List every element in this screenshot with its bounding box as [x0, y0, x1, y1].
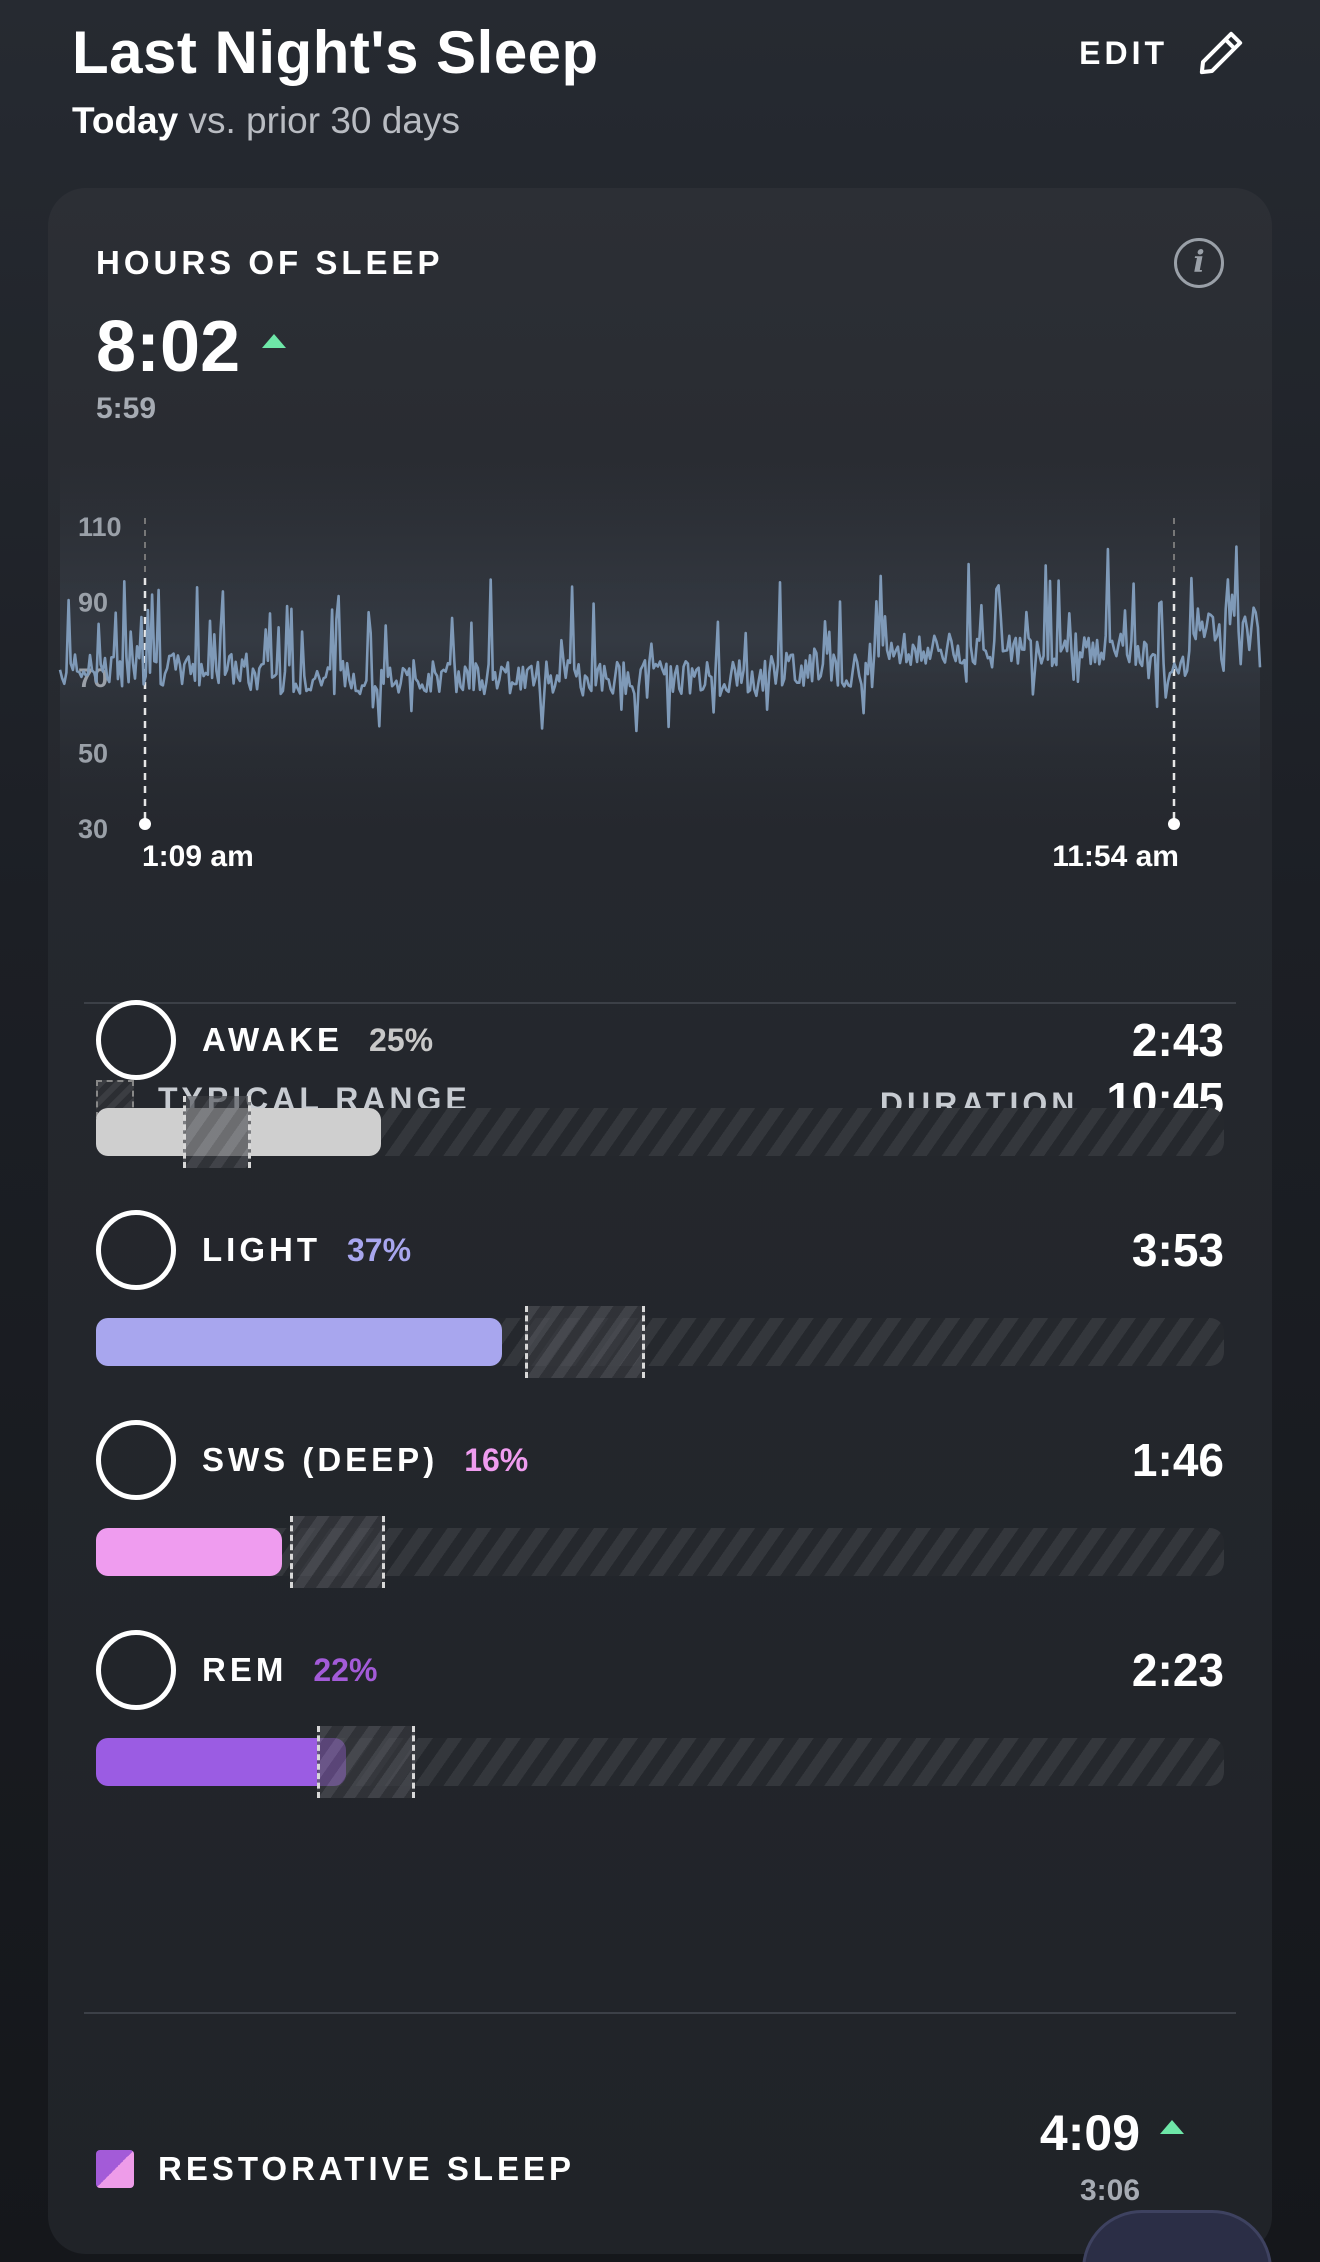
stage-name: LIGHT: [202, 1231, 321, 1268]
stage-name: AWAKE: [202, 1021, 344, 1058]
sleep-start-label: 1:09 am: [142, 840, 254, 873]
stage-bar-fill: [96, 1738, 347, 1786]
sleep-start-dot: [139, 818, 151, 830]
sleep-stage-light: LIGHT 37% 3:53: [96, 1210, 1224, 1380]
typical-range-marker: [290, 1516, 385, 1588]
trend-up-icon: [262, 334, 287, 348]
stage-bar-track: [96, 1726, 1224, 1798]
stage-bar-fill: [96, 1528, 283, 1576]
stage-time: 3:53: [1131, 1224, 1224, 1276]
sleep-stage-rem: REM 22% 2:23: [96, 1630, 1224, 1800]
typical-range-marker: [524, 1306, 646, 1378]
stage-percent: 37%: [346, 1231, 412, 1268]
stage-time: 1:46: [1131, 1434, 1224, 1486]
y-tick-label: 90: [78, 588, 108, 618]
page-title: Last Night's Sleep: [72, 19, 599, 86]
stage-header: AWAKE 25% 2:43: [96, 1000, 1224, 1080]
sleep-card: HOURS OF SLEEP i 8:02 5:59 110 90 70 50 30 1…: [48, 188, 1272, 2254]
y-tick-label: 110: [78, 512, 122, 542]
stage-bar-track: [96, 1096, 1224, 1168]
sleep-hours-prior: 5:59: [96, 392, 157, 425]
restorative-label: RESTORATIVE SLEEP: [158, 2150, 576, 2187]
sleep-stage-sws-deep: SWS (DEEP) 16% 1:46: [96, 1420, 1224, 1590]
restorative-swatch: [96, 2150, 134, 2188]
stage-name: SWS (DEEP): [202, 1441, 439, 1478]
divider: [84, 2012, 1236, 2014]
restorative-value-row: 4:09: [1040, 2104, 1184, 2162]
sleep-end-dot: [1168, 818, 1180, 830]
sleep-hours: 8:02: [96, 306, 287, 388]
stage-bar-fill: [96, 1318, 503, 1366]
stage-ring-icon: [96, 1420, 176, 1500]
edit-button[interactable]: EDIT: [1079, 26, 1248, 80]
stage-time: 2:23: [1131, 1644, 1224, 1696]
typical-range-marker: [182, 1096, 251, 1168]
restorative-prior: 3:06: [1079, 2174, 1140, 2207]
stage-time: 2:43: [1131, 1014, 1224, 1066]
card-title: HOURS OF SLEEP: [96, 244, 444, 281]
trend-up-icon: [1160, 2120, 1184, 2134]
stage-bar-track: [96, 1516, 1224, 1588]
heart-rate-series: [58, 545, 1262, 733]
chart-background: [60, 458, 1260, 858]
stage-header: SWS (DEEP) 16% 1:46: [96, 1420, 1224, 1500]
subtitle-today: Today: [72, 100, 179, 141]
stage-header: LIGHT 37% 3:53: [96, 1210, 1224, 1290]
info-icon[interactable]: i: [1174, 238, 1224, 288]
typical-range-marker: [317, 1726, 416, 1798]
stage-header: REM 22% 2:23: [96, 1630, 1224, 1710]
restorative-value: 4:09: [1039, 2105, 1140, 2161]
stage-ring-icon: [96, 1630, 176, 1710]
stage-percent: 22%: [313, 1651, 378, 1688]
page-subtitle: Today vs. prior 30 days: [72, 100, 460, 142]
stage-percent: 25%: [369, 1021, 434, 1058]
stage-name: REM: [202, 1651, 288, 1688]
sleep-stage-awake: AWAKE 25% 2:43: [96, 1000, 1224, 1170]
stage-ring-icon: [96, 1000, 176, 1080]
restorative-sleep: RESTORATIVE SLEEP 4:09 3:06: [96, 2088, 1224, 2228]
sleep-end-label: 11:54 am: [1052, 840, 1179, 873]
edit-label: EDIT: [1079, 34, 1168, 71]
divider: [84, 1002, 1236, 1004]
stage-percent: 16%: [464, 1441, 529, 1478]
sleep-hours-value: 8:02: [96, 307, 241, 387]
y-tick-label: 50: [78, 739, 108, 769]
y-tick-label: 30: [78, 814, 108, 844]
stage-bar-track: [96, 1306, 1224, 1378]
stage-ring-icon: [96, 1210, 176, 1290]
subtitle-comparison: vs. prior 30 days: [178, 100, 460, 141]
pencil-icon: [1199, 31, 1243, 75]
